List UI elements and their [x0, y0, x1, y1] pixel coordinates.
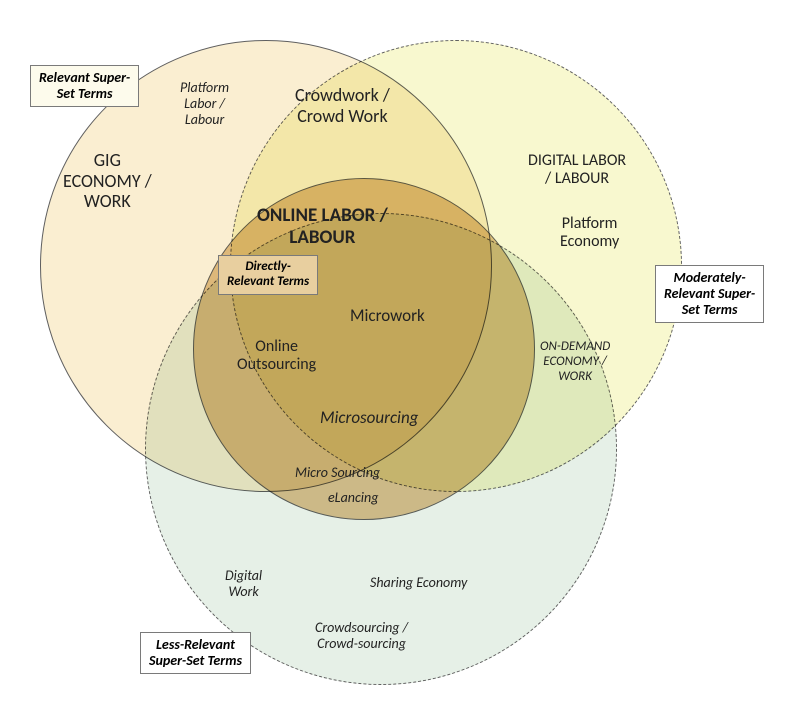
callout-line: Relevant Super-	[39, 70, 130, 86]
label-online-outsourcing: OnlineOutsourcing	[237, 338, 316, 375]
label-line: Online	[237, 338, 316, 356]
label-platform-labor: PlatformLabor /Labour	[180, 80, 229, 128]
label-crowdwork: Crowdwork /Crowd Work	[295, 85, 390, 126]
label-line: Labor /	[180, 96, 229, 112]
label-line: GIG	[63, 150, 152, 171]
callout-line: Less-Relevant	[149, 637, 242, 653]
callout-line: Set Terms	[39, 86, 130, 102]
label-line: DIGITAL LABOR	[528, 152, 626, 170]
label-platform-economy: PlatformEconomy	[560, 215, 619, 252]
label-line: Platform	[560, 215, 619, 233]
label-line: Crowd-sourcing	[315, 636, 408, 652]
label-line: Crowdsourcing /	[315, 620, 408, 636]
label-line: / LABOUR	[528, 170, 626, 188]
label-line: Microwork	[350, 306, 425, 326]
label-line: eLancing	[328, 490, 378, 506]
callout-line: Moderately-	[664, 270, 755, 286]
venn-diagram: Relevant Super-Set Terms Directly-Releva…	[0, 0, 790, 711]
label-elancing: eLancing	[328, 490, 378, 506]
label-line: ECONOMY /	[540, 355, 610, 370]
label-line: Digital	[225, 568, 262, 584]
label-online-labor: ONLINE LABOR /LABOUR	[257, 205, 388, 249]
label-line: Microsourcing	[320, 408, 418, 428]
callout-line: Super-Set Terms	[149, 653, 242, 669]
label-line: Platform	[180, 80, 229, 96]
label-line: Sharing Economy	[370, 575, 467, 591]
label-line: Crowdwork /	[295, 85, 390, 106]
label-line: ECONOMY /	[63, 171, 152, 192]
label-line: Outsourcing	[237, 356, 316, 374]
callout-relevant-superset: Relevant Super-Set Terms	[30, 65, 139, 107]
callout-line: Set Terms	[664, 302, 755, 318]
label-line: Labour	[180, 112, 229, 128]
label-line: Micro Sourcing	[295, 465, 380, 481]
label-line: Crowd Work	[295, 106, 390, 127]
callout-line: Relevant Terms	[227, 275, 309, 290]
label-micro-sourcing: Micro Sourcing	[295, 465, 380, 481]
label-crowdsourcing: Crowdsourcing /Crowd-sourcing	[315, 620, 408, 652]
label-line: Work	[225, 584, 262, 600]
label-sharing-economy: Sharing Economy	[370, 575, 467, 591]
label-line: WORK	[63, 191, 152, 212]
label-digital-labor: DIGITAL LABOR/ LABOUR	[528, 152, 626, 189]
callout-directly-relevant: Directly-Relevant Terms	[218, 255, 318, 295]
callout-line: Directly-	[227, 260, 309, 275]
callout-less-relevant: Less-RelevantSuper-Set Terms	[140, 632, 251, 674]
label-digital-work: DigitalWork	[225, 568, 262, 600]
label-on-demand: ON-DEMANDECONOMY /WORK	[540, 340, 610, 385]
label-line: LABOUR	[257, 227, 388, 249]
label-line: ON-DEMAND	[540, 340, 610, 355]
label-gig-economy: GIGECONOMY /WORK	[63, 150, 152, 212]
label-line: WORK	[540, 370, 610, 385]
label-microsourcing: Microsourcing	[320, 408, 418, 428]
label-line: ONLINE LABOR /	[257, 205, 388, 227]
callout-line: Relevant Super-	[664, 286, 755, 302]
callout-moderately-relevant: Moderately-Relevant Super-Set Terms	[655, 265, 764, 323]
label-line: Economy	[560, 233, 619, 251]
label-microwork: Microwork	[350, 306, 425, 326]
